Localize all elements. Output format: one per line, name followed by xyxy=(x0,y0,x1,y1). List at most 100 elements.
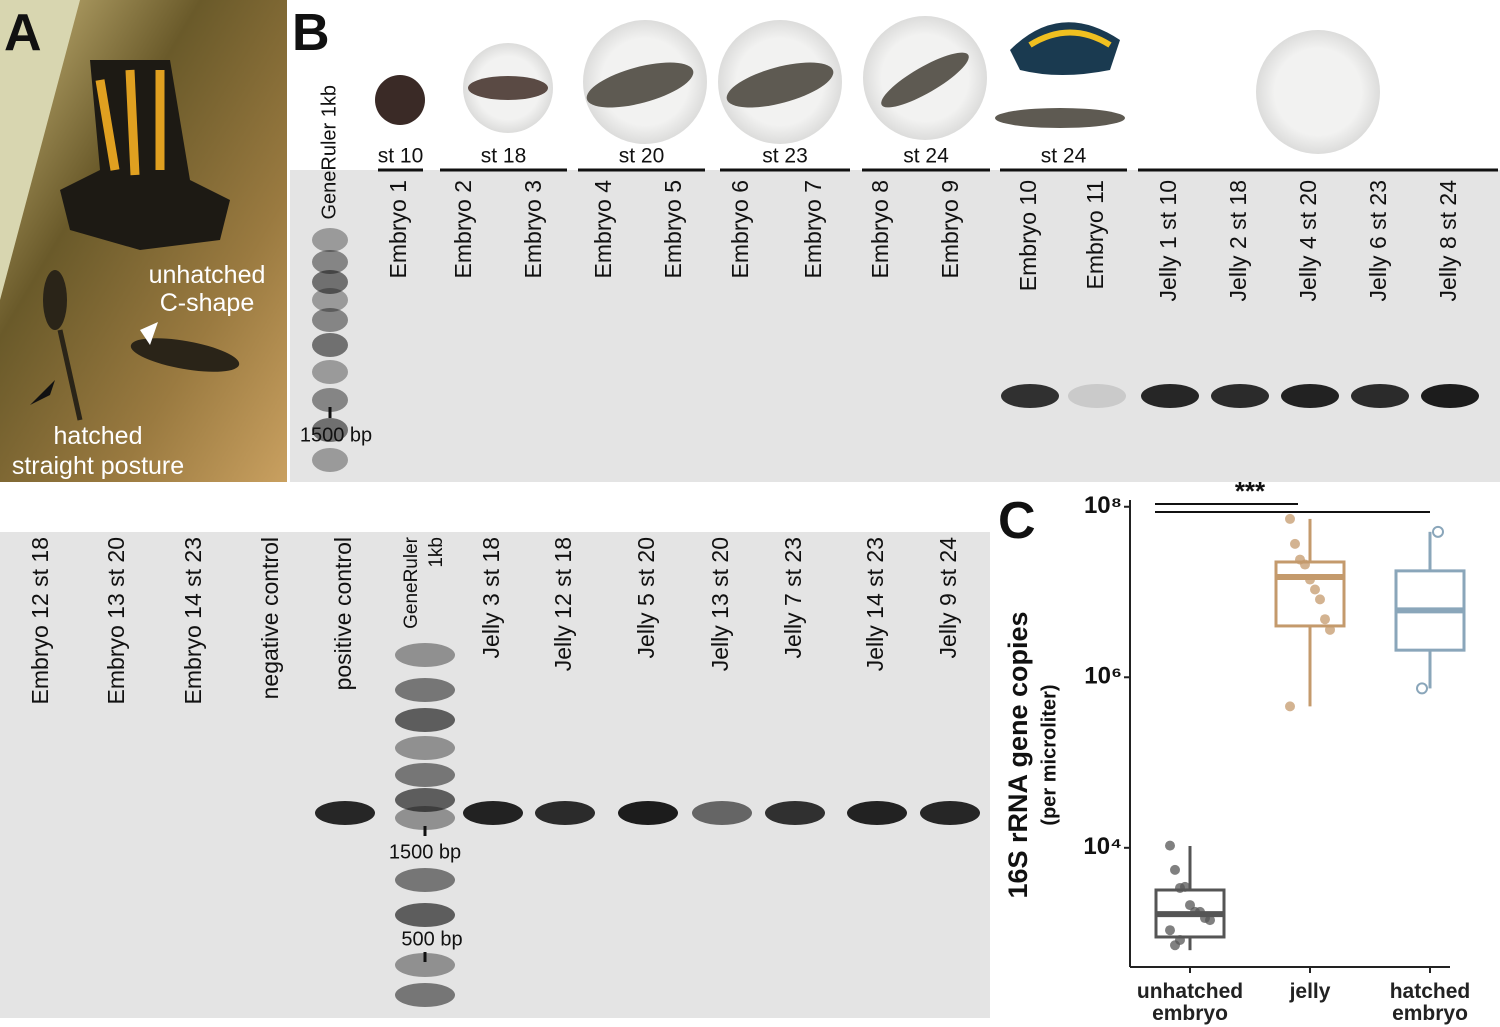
gel-band xyxy=(395,708,455,732)
x-tick-label: hatched embryo xyxy=(1389,980,1471,1025)
data-point xyxy=(1320,614,1330,625)
y-tick-label: 10⁴ xyxy=(1083,833,1122,860)
gel-band xyxy=(1421,384,1479,408)
data-point xyxy=(1325,624,1335,635)
stage-icon xyxy=(375,75,425,125)
gel-band xyxy=(312,250,348,274)
data-point xyxy=(1205,915,1215,926)
gel-band xyxy=(395,868,455,892)
tadpole-tail xyxy=(57,329,83,421)
lane-label: positive control xyxy=(330,537,356,690)
lane-label: Jelly 1 st 10 xyxy=(1155,180,1181,301)
panel-letter: A xyxy=(4,4,42,62)
gel-band xyxy=(692,801,752,825)
lane-label: Jelly 5 st 20 xyxy=(633,537,659,658)
gel-band xyxy=(312,288,348,312)
gel-band xyxy=(765,801,825,825)
gel-band xyxy=(312,418,348,442)
annotation: C-shape xyxy=(160,289,255,317)
gel-band xyxy=(312,448,348,472)
lane-label: Embryo 14 st 23 xyxy=(180,537,206,704)
lane-label: Embryo 10 xyxy=(1015,180,1041,291)
lane-label: GeneRuler xyxy=(401,536,422,629)
lane-label: Jelly 3 st 18 xyxy=(478,537,504,658)
lane-label: Jelly 14 st 23 xyxy=(862,537,888,671)
tadpole xyxy=(43,270,67,330)
top-gel: st 10 st 18 st 20 st 23 st 24 st 24 Embryo 1 Em… xyxy=(300,85,1498,472)
gel-band xyxy=(1141,384,1199,408)
annotation: unhatched xyxy=(149,261,266,289)
box xyxy=(1274,560,1346,628)
lane-label: Embryo 8 xyxy=(867,180,893,278)
gel xyxy=(0,532,990,1018)
gel-band xyxy=(618,801,678,825)
ladder-band-label: 500 bp xyxy=(401,928,462,950)
lane-label: Jelly 8 st 24 xyxy=(1435,180,1461,302)
y-tick-label: 10⁶ xyxy=(1084,663,1122,690)
gel-band xyxy=(395,678,455,702)
arrowhead xyxy=(30,380,55,405)
panel-letter: B xyxy=(292,4,330,62)
lane-label: Embryo 5 xyxy=(660,180,686,278)
frog-icon xyxy=(1028,29,1112,48)
lane-label: Jelly 13 st 20 xyxy=(707,537,733,671)
lane-label: Embryo 7 xyxy=(800,180,826,278)
stage-label: st 23 xyxy=(762,145,808,168)
gel-band xyxy=(847,801,907,825)
gel-band xyxy=(535,801,595,825)
stage-icon xyxy=(586,62,694,108)
gel-band xyxy=(312,228,348,252)
gel-band xyxy=(395,788,455,812)
data-point xyxy=(1180,881,1190,892)
lane-label: Jelly 12 st 18 xyxy=(550,537,576,671)
lane-label: Embryo 11 xyxy=(1082,180,1108,290)
gel-band xyxy=(1281,384,1339,408)
lane-label: negative control xyxy=(257,537,283,699)
lane-label: Embryo 9 xyxy=(937,180,963,278)
data-point xyxy=(1165,925,1175,936)
data-point xyxy=(1170,864,1180,875)
x-tick-label: jelly xyxy=(1289,980,1331,1003)
frog-stripes xyxy=(95,69,165,176)
lane-label: Embryo 2 xyxy=(450,180,476,278)
gel-band xyxy=(1351,384,1409,408)
stage-label: st 24 xyxy=(903,145,949,168)
stage-label: st 24 xyxy=(1041,145,1087,168)
stage-icon xyxy=(468,76,548,100)
gel-band xyxy=(395,903,455,927)
tadpole xyxy=(130,338,240,372)
lane-label: Jelly 9 st 24 xyxy=(935,537,961,659)
outlier xyxy=(1432,525,1444,538)
bottom-gel: Embryo 12 st 18 Embryo 13 st 20 Embryo 14 … xyxy=(27,536,980,1007)
lane-label: Embryo 13 st 20 xyxy=(103,537,129,704)
gel-band xyxy=(1001,384,1059,408)
y-tick-label: 10⁸ xyxy=(1084,492,1122,519)
stage-icon xyxy=(881,52,969,108)
gel-band xyxy=(312,360,348,384)
gel-band xyxy=(920,801,980,825)
lane-label: Embryo 3 xyxy=(520,180,546,278)
annotation: straight posture xyxy=(12,452,184,480)
data-point xyxy=(1285,701,1295,712)
lane-label: Embryo 6 xyxy=(727,180,753,278)
significance-label: *** xyxy=(1235,476,1266,506)
stage-label: st 10 xyxy=(378,145,424,168)
data-point xyxy=(1175,934,1185,945)
box-chart: C 10⁴ 10⁶ 10⁸ 16S rRNA gene copies (per micro… xyxy=(998,476,1466,973)
data-point xyxy=(1290,538,1300,549)
lane-label: Embryo 1 xyxy=(385,180,411,278)
gel-band xyxy=(395,953,455,977)
ladder-band-label: 1500 bp xyxy=(389,841,461,863)
lane-label: Embryo 12 st 18 xyxy=(27,537,53,704)
lane-label: 1kb xyxy=(426,537,447,568)
gel-band xyxy=(395,736,455,760)
gel-band xyxy=(463,801,523,825)
gel-band xyxy=(395,763,455,787)
data-point xyxy=(1300,559,1310,570)
y-axis-subtitle: (per microliter) xyxy=(1038,684,1060,825)
jelly-icon xyxy=(1256,30,1380,154)
gel-band xyxy=(315,801,375,825)
gel-band xyxy=(395,643,455,667)
